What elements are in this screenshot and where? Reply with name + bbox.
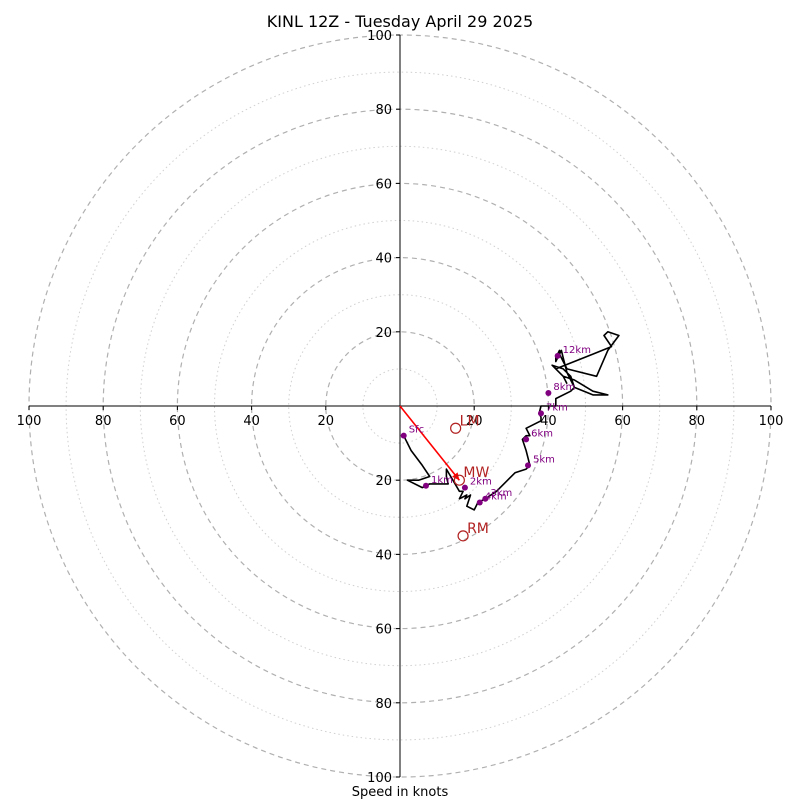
height-label-2km: 2km [470,477,492,488]
x-tick-label: 60 [169,414,186,429]
height-label-Sfc: Sfc [409,425,424,436]
x-tick-label: 20 [466,414,483,429]
height-point-12km [554,352,561,359]
height-label-12km: 12km [563,345,591,356]
height-label-3km: 3km [490,488,512,499]
x-tick-label: 40 [243,414,260,429]
x-tick-label: 100 [759,414,784,429]
y-tick-label: 40 [375,548,392,563]
y-tick-label: 100 [367,771,392,786]
height-label-1km: 1km [431,475,453,486]
y-tick-label: 80 [375,103,392,118]
y-tick-label: 20 [375,326,392,341]
y-tick-label: 100 [367,29,392,44]
mean-wind-vector-group [399,405,460,481]
height-point-5km [524,462,531,469]
x-tick-label: 80 [689,414,706,429]
motion-marker-MW [453,474,465,486]
height-label-6km: 6km [531,428,553,439]
x-tick-label: 80 [95,414,112,429]
height-label-4km: 4km [485,491,507,502]
motion-marker-RM [457,530,469,542]
x-axis-label: Speed in knots [352,785,449,800]
height-point-7km [537,410,544,417]
motion-marker-LM [450,422,462,434]
height-point-1km [422,482,429,489]
motion-label-RM: RM [467,521,489,537]
height-point-3km [482,495,489,502]
mean-wind-vector [399,405,460,481]
height-label-8km: 8km [553,382,575,393]
motion-label-LM: LM [460,413,480,429]
height-label-7km: 7km [546,402,568,413]
height-point-4km [476,499,483,506]
height-label-5km: 5km [533,454,555,465]
motion-label-MW: MW [463,465,489,481]
x-tick-label: 20 [318,414,335,429]
chart-title: KINL 12Z - Tuesday April 29 2025 [267,12,533,31]
storm-motion-markers: LM MW RM [450,413,489,542]
y-tick-label: 60 [375,623,392,638]
x-tick-label: 100 [17,414,42,429]
x-tick-label: 40 [540,414,557,429]
x-tick-label: 60 [614,414,631,429]
height-point-2km [461,484,468,491]
height-point-Sfc [400,432,407,439]
y-tick-label: 60 [375,177,392,192]
tick-labels: 20 40 60 80 100 20 40 60 80 100 20 40 60 80 100 20 40 60 8… [17,29,784,786]
y-tick-label: 80 [375,697,392,712]
height-point-6km [523,436,530,443]
height-point-8km [545,390,552,397]
y-tick-label: 20 [375,474,392,489]
y-tick-label: 40 [375,252,392,267]
